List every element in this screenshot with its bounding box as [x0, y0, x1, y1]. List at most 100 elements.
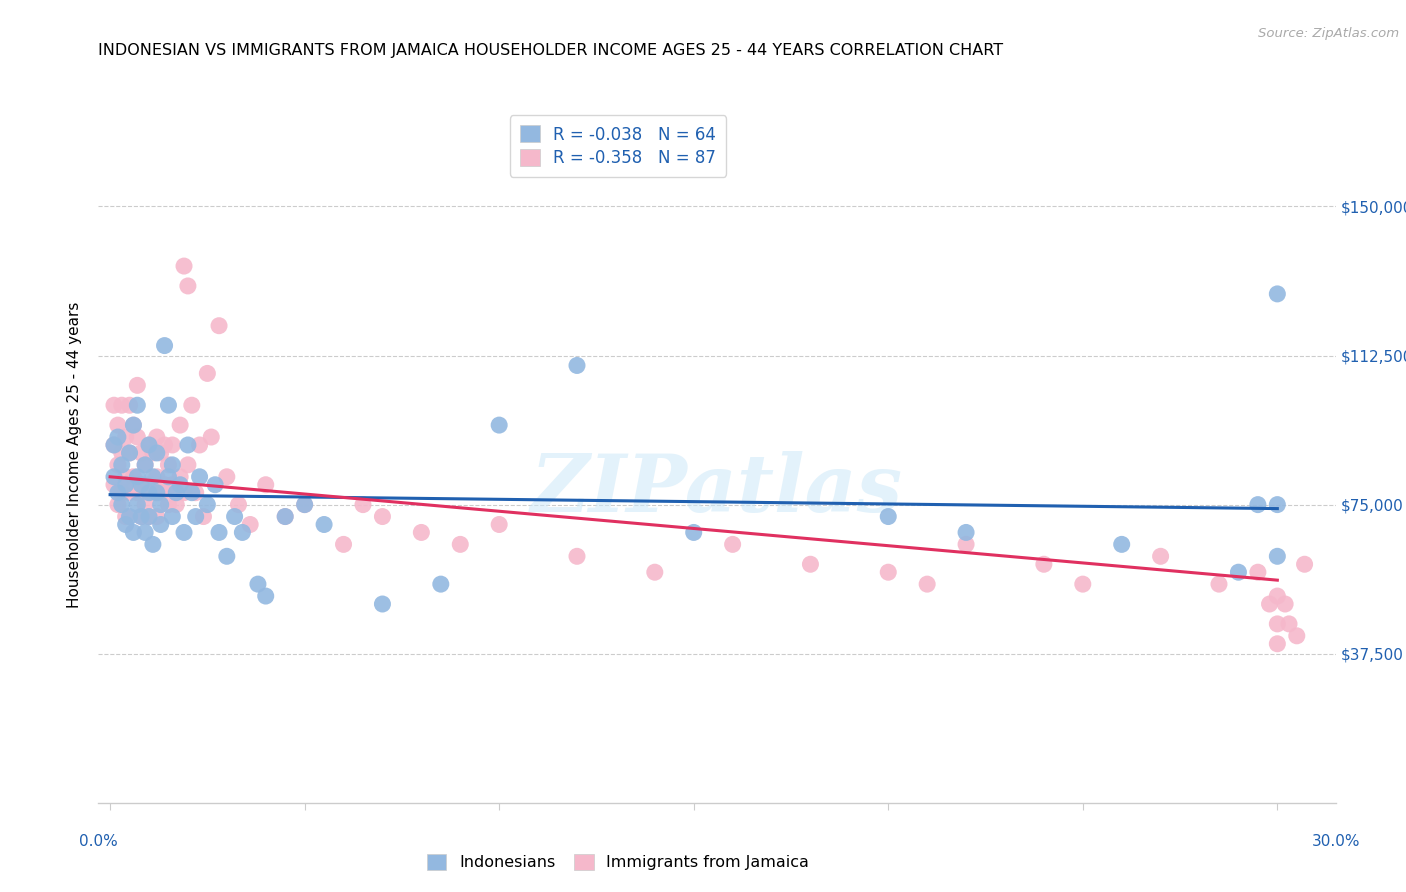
Point — [195, 498, 218, 512]
Point — [188, 438, 211, 452]
Point — [1258, 597, 1281, 611]
Point — [127, 470, 149, 484]
Point — [103, 477, 125, 491]
Point — [1208, 577, 1230, 591]
Legend: Indonesians, Immigrants from Jamaica: Indonesians, Immigrants from Jamaica — [419, 846, 817, 879]
Point — [352, 498, 374, 512]
Point — [107, 418, 129, 433]
Point — [231, 525, 253, 540]
Point — [371, 597, 394, 611]
Point — [1278, 616, 1301, 631]
Point — [103, 398, 125, 412]
Point — [184, 485, 207, 500]
Point — [1227, 565, 1250, 579]
Point — [955, 537, 977, 551]
Point — [149, 498, 172, 512]
Point — [146, 470, 169, 484]
Point — [118, 509, 141, 524]
Point — [149, 485, 172, 500]
Point — [204, 477, 226, 491]
Point — [129, 477, 152, 491]
Point — [114, 477, 136, 491]
Point — [1265, 549, 1288, 564]
Point — [122, 418, 145, 433]
Point — [411, 525, 433, 540]
Point — [129, 509, 152, 524]
Text: 30.0%: 30.0% — [1312, 834, 1360, 849]
Point — [215, 470, 238, 484]
Point — [1265, 616, 1288, 631]
Point — [184, 509, 207, 524]
Point — [644, 565, 666, 579]
Point — [177, 438, 200, 452]
Point — [1071, 577, 1094, 591]
Point — [127, 378, 149, 392]
Point — [565, 549, 588, 564]
Point — [122, 470, 145, 484]
Point — [165, 485, 187, 500]
Point — [127, 430, 149, 444]
Point — [146, 485, 169, 500]
Point — [208, 318, 231, 333]
Text: INDONESIAN VS IMMIGRANTS FROM JAMAICA HOUSEHOLDER INCOME AGES 25 - 44 YEARS CORR: INDONESIAN VS IMMIGRANTS FROM JAMAICA HO… — [98, 43, 1004, 58]
Point — [114, 470, 136, 484]
Point — [877, 565, 900, 579]
Text: 0.0%: 0.0% — [79, 834, 118, 849]
Point — [208, 525, 231, 540]
Point — [430, 577, 453, 591]
Point — [488, 418, 510, 433]
Point — [1247, 565, 1270, 579]
Point — [162, 477, 184, 491]
Point — [1032, 558, 1054, 572]
Point — [488, 517, 510, 532]
Point — [254, 477, 277, 491]
Point — [195, 367, 218, 381]
Text: Source: ZipAtlas.com: Source: ZipAtlas.com — [1258, 27, 1399, 40]
Point — [134, 498, 156, 512]
Point — [254, 589, 277, 603]
Point — [107, 485, 129, 500]
Point — [162, 438, 184, 452]
Point — [246, 577, 269, 591]
Point — [114, 509, 136, 524]
Point — [1265, 286, 1288, 301]
Point — [157, 398, 180, 412]
Point — [565, 359, 588, 373]
Point — [146, 430, 169, 444]
Point — [153, 438, 176, 452]
Point — [103, 438, 125, 452]
Point — [1294, 558, 1316, 572]
Point — [142, 446, 165, 460]
Point — [127, 498, 149, 512]
Point — [200, 430, 222, 444]
Point — [107, 498, 129, 512]
Point — [111, 446, 134, 460]
Point — [215, 549, 238, 564]
Point — [877, 509, 900, 524]
Point — [193, 509, 215, 524]
Point — [146, 509, 169, 524]
Point — [129, 477, 152, 491]
Point — [371, 509, 394, 524]
Point — [118, 446, 141, 460]
Point — [111, 498, 134, 512]
Point — [146, 446, 169, 460]
Point — [107, 430, 129, 444]
Point — [915, 577, 938, 591]
Point — [1285, 629, 1308, 643]
Point — [111, 398, 134, 412]
Point — [114, 517, 136, 532]
Point — [169, 470, 191, 484]
Point — [127, 398, 149, 412]
Point — [1149, 549, 1171, 564]
Point — [107, 458, 129, 472]
Point — [134, 525, 156, 540]
Point — [228, 498, 250, 512]
Point — [1265, 498, 1288, 512]
Point — [682, 525, 704, 540]
Point — [138, 477, 160, 491]
Point — [294, 498, 316, 512]
Point — [157, 458, 180, 472]
Text: ZIPatlas: ZIPatlas — [531, 451, 903, 528]
Point — [142, 537, 165, 551]
